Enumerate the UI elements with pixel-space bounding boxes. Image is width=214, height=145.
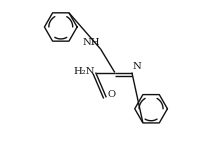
Text: H₂N: H₂N [73,67,95,76]
Text: N: N [132,62,141,71]
Text: NH: NH [82,38,100,47]
Text: O: O [108,90,116,99]
